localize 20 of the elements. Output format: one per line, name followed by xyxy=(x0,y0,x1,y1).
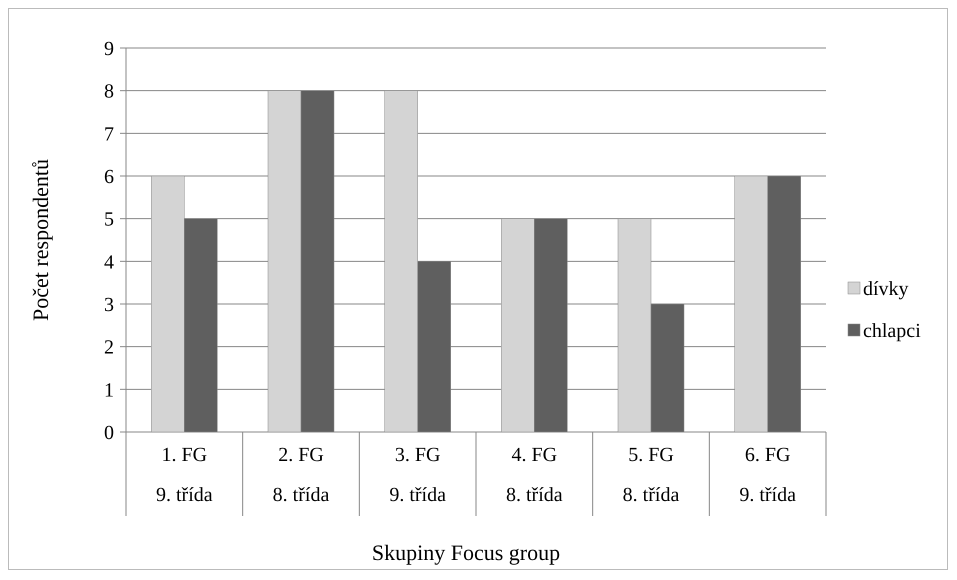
x-tick-label: 4. FG 8. třída xyxy=(506,444,563,506)
y-tick-label: 4 xyxy=(104,251,114,274)
y-tick-label: 6 xyxy=(104,166,114,188)
y-tick-label: 7 xyxy=(104,123,114,146)
x-tick-label: 2. FG 8. třída xyxy=(272,444,330,506)
y-tick-label: 2 xyxy=(104,336,114,359)
legend-label: chlapci xyxy=(863,320,922,342)
y-tick-label: 9 xyxy=(104,38,114,60)
legend-label: dívky xyxy=(863,278,909,300)
x-tick-label: 6. FG 9. třída xyxy=(739,444,796,506)
y-tick-label: 1 xyxy=(104,379,114,402)
y-tick-label: 0 xyxy=(104,422,114,444)
y-tick-label: 5 xyxy=(104,208,114,231)
y-tick-label: 8 xyxy=(104,80,114,103)
y-axis-title: Počet respondentů xyxy=(28,159,53,321)
y-tick-label: 3 xyxy=(104,294,114,316)
x-tick-label: 1. FG 9. třída xyxy=(156,444,213,506)
x-tick-label: 3. FG 9. třída xyxy=(389,444,446,506)
x-axis-title: Skupiny Focus group xyxy=(372,540,560,565)
x-tick-label: 5. FG 8. třída xyxy=(622,444,680,506)
